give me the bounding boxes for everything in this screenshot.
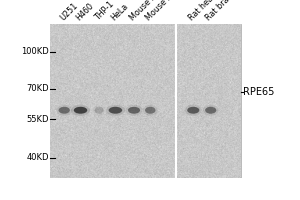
Text: U251: U251 [58, 1, 79, 22]
Text: 55KD: 55KD [27, 115, 49, 124]
Text: Mouse brain: Mouse brain [144, 0, 185, 22]
Text: 100KD: 100KD [21, 47, 49, 56]
Text: Mouse heart: Mouse heart [128, 0, 169, 22]
Bar [50, 24, 241, 178]
Text: RPE65: RPE65 [243, 87, 274, 97]
Text: HeLa: HeLa [109, 2, 130, 22]
Text: 40KD: 40KD [27, 153, 49, 162]
Text: 70KD: 70KD [26, 84, 49, 93]
Text: H460: H460 [74, 1, 95, 22]
Text: THP-1: THP-1 [93, 0, 116, 22]
Text: Rat brain: Rat brain [204, 0, 237, 22]
Text: Rat heart: Rat heart [187, 0, 220, 22]
